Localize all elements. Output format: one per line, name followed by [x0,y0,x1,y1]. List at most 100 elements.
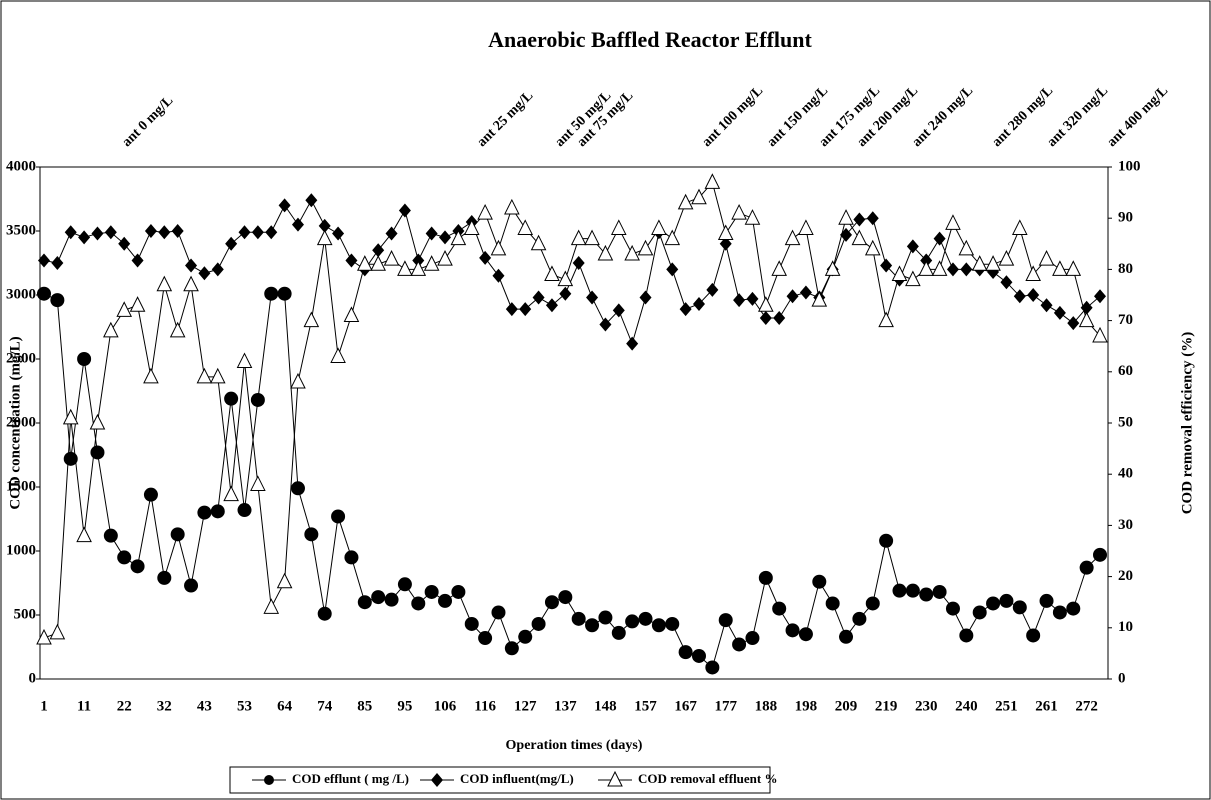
y2-tick-label: 90 [1118,210,1133,226]
marker [1052,605,1067,620]
y2-tick-label: 30 [1118,517,1133,533]
marker [144,224,157,238]
marker [865,596,880,611]
marker [183,275,199,292]
x-tick-label: 53 [237,698,252,714]
marker [906,239,919,254]
marker [998,250,1015,266]
marker [718,613,733,628]
marker [504,198,520,215]
y2-tick-label: 100 [1118,158,1141,174]
marker [932,584,947,599]
marker [772,601,787,616]
x-tick-label: 32 [157,698,172,714]
marker [143,487,158,502]
marker [38,253,50,268]
chart-title: Anaerobic Baffled Reactor Efflunt [488,27,812,52]
marker [157,570,172,585]
legend-label: COD efflunt ( mg /L) [292,771,409,786]
marker [424,584,439,599]
x-tick-label: 22 [117,698,132,714]
marker [905,270,921,287]
marker [250,475,266,491]
marker [290,372,306,389]
marker [717,224,734,241]
x-tick-label: 272 [1075,698,1098,714]
marker [357,595,372,610]
marker [103,528,118,543]
marker [610,219,627,235]
marker [479,250,492,265]
marker [651,219,667,235]
marker [945,214,961,230]
marker [1039,593,1054,608]
marker [318,218,331,233]
marker [786,289,799,304]
marker [785,623,800,638]
marker [1052,260,1068,276]
marker [905,583,920,598]
marker [1067,316,1080,331]
marker [491,605,506,620]
marker [425,226,438,241]
marker [731,203,747,220]
x-tick-label: 261 [1035,698,1058,714]
marker [345,253,358,268]
x-tick-label: 85 [357,698,372,714]
marker [733,293,746,308]
marker [316,229,333,246]
marker [545,298,558,313]
y-tick-label: 1000 [6,542,36,558]
marker [490,239,507,256]
y-tick-label: 1500 [6,478,36,494]
x-tick-label: 219 [875,698,898,714]
legend-label: COD influent(mg/L) [460,771,574,786]
marker [878,311,894,328]
marker [411,596,426,611]
marker [624,244,640,261]
marker [397,260,413,276]
marker [129,296,146,312]
marker [238,225,251,240]
marker [117,550,132,565]
marker [51,256,64,270]
marker [597,244,614,261]
marker [664,229,681,246]
marker [971,255,988,271]
marker [933,231,946,246]
marker [50,293,65,308]
marker [758,570,773,585]
marker [625,614,640,629]
marker [156,275,173,292]
marker [197,505,212,520]
x-tick-label: 1 [40,698,48,714]
marker [880,258,893,273]
marker [732,637,747,652]
marker [330,347,346,363]
marker [250,392,265,407]
marker [759,311,772,326]
marker [383,250,400,266]
marker [1094,289,1106,304]
marker [169,321,186,338]
marker [773,311,786,326]
marker [290,481,305,496]
marker [864,239,881,256]
marker [131,253,144,268]
y2-tick-label: 40 [1118,466,1133,482]
y2-tick-label: 80 [1118,261,1133,277]
marker [236,352,253,369]
y2-tick-label: 50 [1118,414,1133,430]
marker [958,239,975,256]
marker [558,590,573,605]
marker [784,229,801,246]
marker [799,285,812,300]
marker [185,258,198,273]
marker [678,645,693,660]
marker [397,577,412,592]
marker [303,311,320,328]
x-tick-label: 106 [434,698,457,714]
marker [398,203,411,218]
marker [1000,275,1013,290]
